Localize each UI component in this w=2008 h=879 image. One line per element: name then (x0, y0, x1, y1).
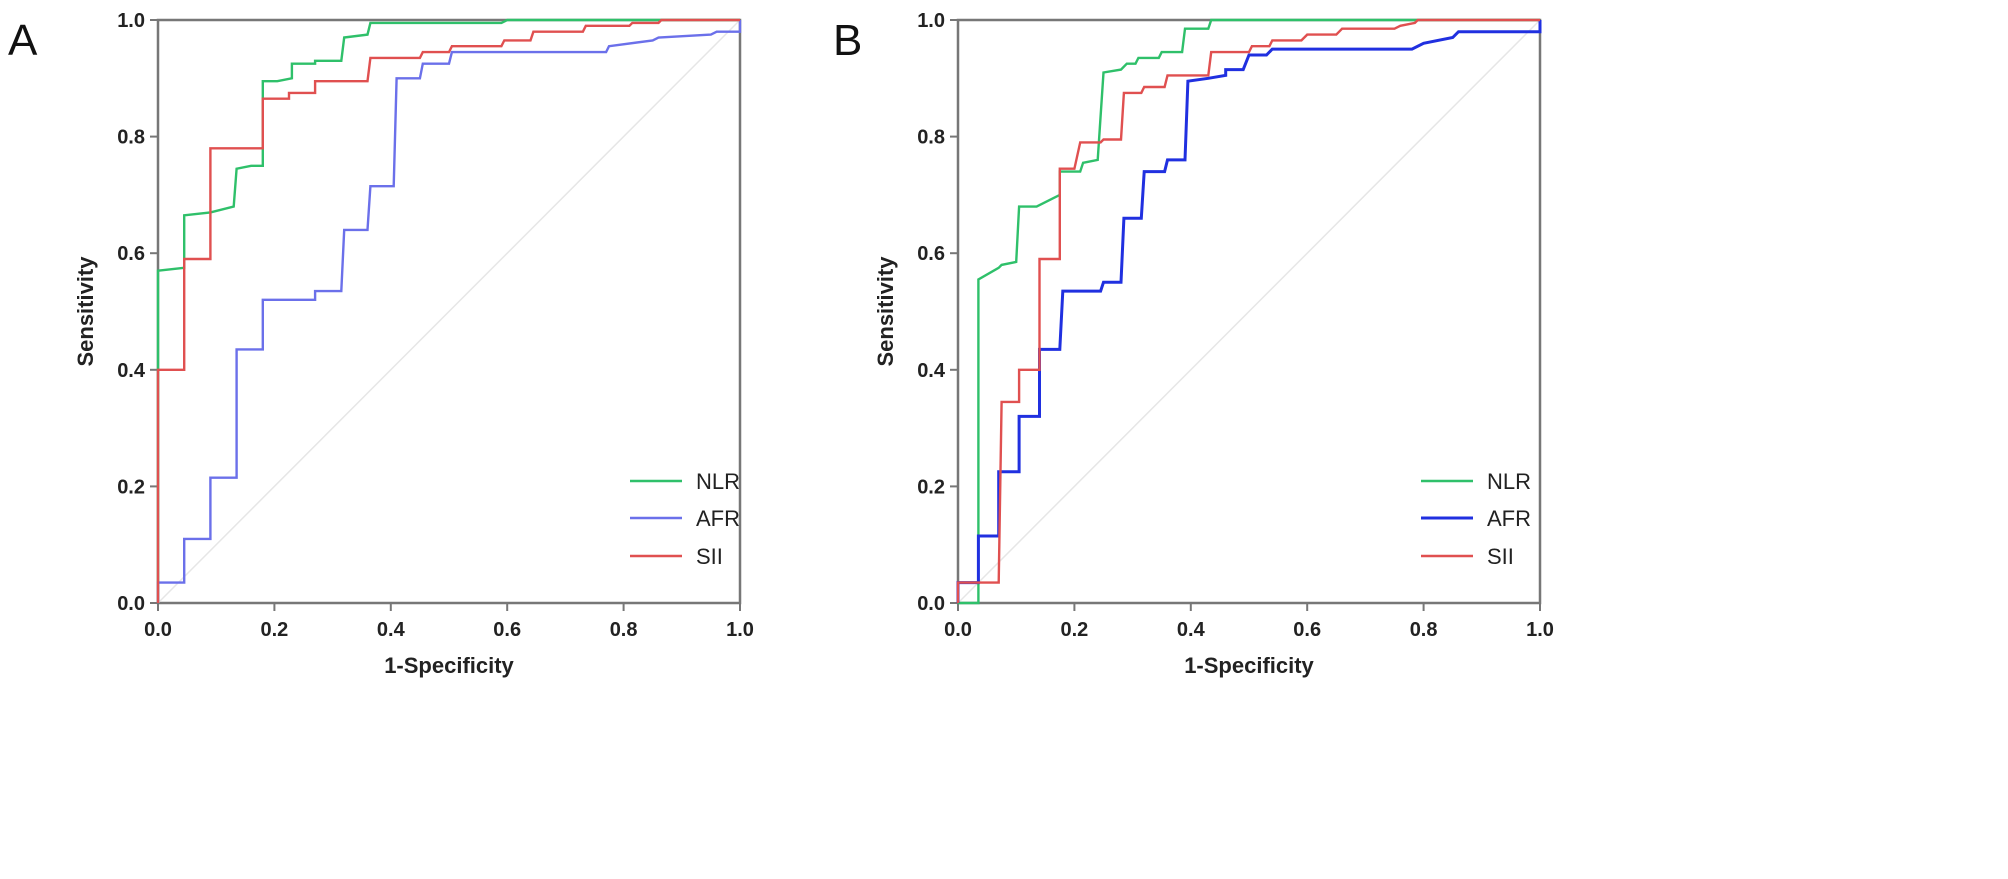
x-axis-title: 1-Specificity (1184, 653, 1314, 678)
legend-label-afr: AFR (1487, 506, 1531, 531)
y-tick-label: 0.0 (117, 593, 145, 615)
reference-diagonal (157, 19, 741, 604)
y-tick-label: 0.2 (917, 476, 945, 498)
legend-label-nlr: NLR (1487, 469, 1531, 494)
x-tick-label: 0.6 (1293, 619, 1321, 641)
x-tick-label: 0.0 (144, 619, 172, 641)
y-tick-label: 0.4 (117, 360, 146, 382)
y-axis-title: Sensitivity (873, 256, 898, 367)
panel-label: B (833, 16, 862, 65)
y-axis-title: Sensitivity (73, 256, 98, 367)
series-line-afr (156, 20, 742, 603)
series-line-sii (156, 18, 740, 603)
x-tick-label: 0.8 (1410, 619, 1438, 641)
series-line-nlr (156, 18, 740, 603)
y-tick-label: 0.8 (917, 127, 945, 149)
panel-a: A 0.0 0.2 0.4 0.6 0.8 1.0 0.0 0.2 0.4 0.6 0.8 1.0 1-S… (8, 10, 754, 678)
x-tick-label: 1.0 (1526, 619, 1554, 641)
legend-label-sii: SII (1487, 544, 1514, 569)
x-tick-label: 0.2 (260, 619, 288, 641)
y-tick-label: 0.2 (117, 476, 145, 498)
y-tick-label: 0.6 (117, 243, 145, 265)
y-tick-label: 1.0 (117, 10, 145, 32)
y-tick-label: 0.4 (917, 360, 946, 382)
y-tick-label: 0.8 (117, 127, 145, 149)
legend-label-sii: SII (696, 544, 723, 569)
y-tick-label: 0.0 (917, 593, 945, 615)
panel-b: B 0.0 0.2 0.4 0.6 0.8 1.0 0.0 0.2 0.4 0.6 0.8 1.0 1-S… (833, 10, 1554, 678)
reference-diagonal (957, 19, 1541, 604)
legend-label-afr: AFR (696, 506, 740, 531)
x-tick-label: 0.2 (1060, 619, 1088, 641)
legend-label-nlr: NLR (696, 469, 740, 494)
x-axis-title: 1-Specificity (384, 653, 514, 678)
series-line-sii (956, 18, 1540, 603)
series-line-afr (956, 20, 1542, 603)
x-tick-label: 0.0 (944, 619, 972, 641)
x-tick-label: 0.6 (493, 619, 521, 641)
y-tick-label: 0.6 (917, 243, 945, 265)
y-tick-label: 1.0 (917, 10, 945, 32)
x-tick-label: 0.4 (377, 619, 406, 641)
series-line-nlr (958, 18, 1540, 605)
x-tick-label: 0.8 (610, 619, 638, 641)
panel-label: A (8, 16, 38, 65)
x-tick-label: 0.4 (1177, 619, 1206, 641)
x-tick-label: 1.0 (726, 619, 754, 641)
